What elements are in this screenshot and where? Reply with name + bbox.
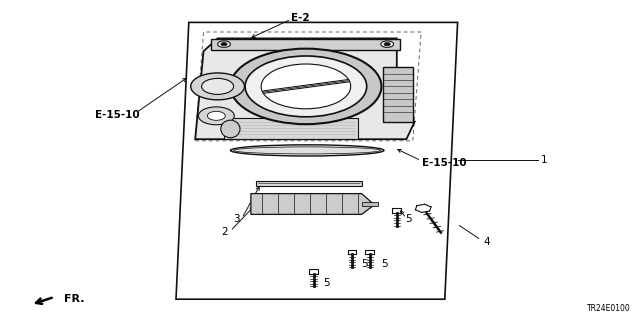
- Polygon shape: [211, 39, 400, 50]
- Polygon shape: [195, 38, 415, 139]
- Text: 3: 3: [234, 214, 240, 224]
- Polygon shape: [383, 67, 413, 122]
- Ellipse shape: [221, 120, 240, 138]
- Polygon shape: [362, 202, 378, 206]
- Circle shape: [207, 111, 225, 120]
- Circle shape: [218, 41, 230, 47]
- Circle shape: [261, 64, 351, 109]
- Circle shape: [202, 78, 234, 94]
- Text: 1: 1: [541, 155, 547, 165]
- Text: 4: 4: [483, 236, 490, 247]
- Ellipse shape: [230, 145, 384, 156]
- Text: FR.: FR.: [64, 294, 84, 304]
- Text: E-2: E-2: [291, 12, 310, 23]
- Circle shape: [381, 41, 394, 47]
- Text: 2: 2: [221, 227, 228, 237]
- Polygon shape: [224, 118, 358, 139]
- Text: E-15-10: E-15-10: [422, 158, 467, 168]
- Circle shape: [191, 73, 244, 100]
- Text: 5: 5: [362, 259, 368, 269]
- Text: 5: 5: [381, 259, 387, 269]
- Circle shape: [384, 43, 390, 46]
- Text: 5: 5: [405, 214, 412, 224]
- Circle shape: [230, 49, 381, 124]
- Polygon shape: [256, 181, 362, 186]
- Text: TR24E0100: TR24E0100: [587, 304, 630, 313]
- Circle shape: [221, 43, 227, 46]
- Text: E-15-10: E-15-10: [95, 110, 140, 120]
- Text: 5: 5: [323, 278, 330, 288]
- Circle shape: [245, 56, 367, 117]
- Circle shape: [198, 107, 234, 125]
- Polygon shape: [251, 194, 374, 214]
